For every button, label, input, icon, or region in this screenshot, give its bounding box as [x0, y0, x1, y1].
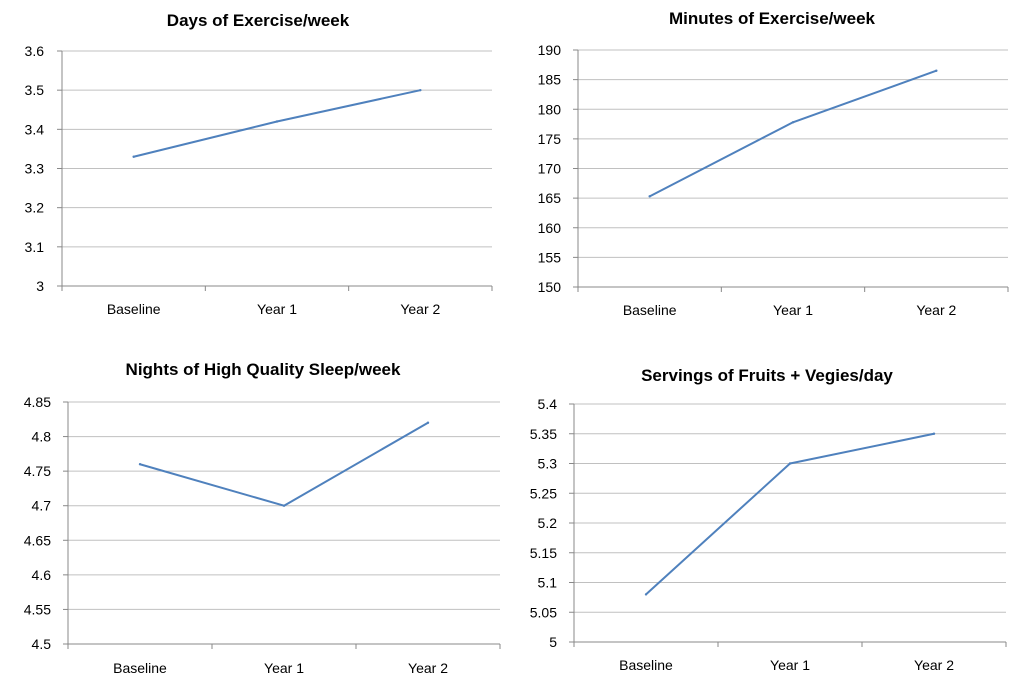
chart-title: Nights of High Quality Sleep/week	[126, 360, 401, 379]
y-tick-label: 4.75	[24, 463, 51, 479]
y-tick-label: 5.25	[530, 485, 557, 501]
y-tick-label: 5.1	[538, 575, 558, 591]
data-point	[932, 432, 936, 435]
y-tick-label: 5.3	[538, 456, 558, 472]
y-tick-label: 5.15	[530, 545, 557, 561]
x-tick-label: Baseline	[113, 660, 167, 676]
y-tick-label: 180	[538, 101, 562, 117]
x-tick-label: Year 2	[916, 302, 956, 318]
y-tick-label: 160	[538, 220, 562, 236]
chart-title: Minutes of Exercise/week	[669, 9, 876, 28]
x-tick-label: Baseline	[107, 301, 161, 317]
y-tick-label: 4.8	[32, 429, 52, 445]
y-tick-label: 5.35	[530, 426, 557, 442]
data-point	[132, 155, 135, 158]
x-tick-label: Year 1	[770, 657, 810, 673]
y-tick-label: 3.3	[25, 161, 45, 177]
chart-title: Servings of Fruits + Vegies/day	[641, 366, 893, 385]
y-tick-label: 3.1	[25, 239, 45, 255]
y-tick-label: 5.2	[538, 515, 558, 531]
series-line	[649, 69, 937, 198]
y-tick-label: 185	[538, 72, 562, 88]
y-tick-label: 3	[36, 278, 44, 294]
chart-title: Days of Exercise/week	[167, 11, 350, 30]
data-point	[935, 69, 938, 72]
y-tick-label: 190	[538, 42, 562, 58]
series-line	[133, 89, 421, 158]
chart-1: Days of Exercise/week 3 3.1 3.2 3.3 3.4 3.5 3.6…	[25, 11, 493, 317]
y-tick-label: 4.65	[24, 532, 51, 548]
x-tick-label: Year 2	[408, 660, 448, 676]
data-point	[419, 88, 422, 92]
data-point	[282, 504, 286, 507]
y-tick-label: 5	[549, 634, 557, 650]
y-tick-label: 3.5	[25, 82, 45, 98]
x-tick-label: Year 1	[773, 302, 813, 318]
y-tick-label: 4.5	[32, 636, 52, 652]
y-tick-label: 4.85	[24, 394, 51, 410]
y-tick-label: 170	[538, 161, 562, 177]
y-tick-label: 155	[538, 249, 562, 265]
y-tick-label: 3.4	[25, 121, 45, 137]
y-tick-label: 165	[538, 190, 562, 206]
data-point	[648, 195, 651, 198]
y-tick-label: 4.6	[32, 567, 52, 583]
y-tick-label: 3.6	[25, 43, 45, 59]
x-tick-label: Baseline	[623, 302, 677, 318]
series-line	[645, 432, 935, 596]
x-tick-label: Year 2	[914, 657, 954, 673]
y-tick-label: 150	[538, 279, 562, 295]
y-tick-label: 175	[538, 131, 562, 147]
chart-4: Servings of Fruits + Vegies/day55.055.15…	[530, 366, 1007, 673]
data-point	[426, 421, 430, 424]
data-point	[791, 121, 795, 124]
y-tick-label: 3.2	[25, 200, 45, 216]
series-line	[139, 421, 429, 507]
y-tick-label: 4.7	[32, 498, 52, 514]
data-point	[275, 120, 279, 123]
y-tick-label: 5.05	[530, 604, 557, 620]
x-tick-label: Year 2	[400, 301, 440, 317]
x-tick-label: Baseline	[619, 657, 673, 673]
chart-3: Nights of High Quality Sleep/week 4.5 4.55…	[24, 360, 501, 676]
data-point	[788, 462, 792, 465]
chart-2: Minutes of Exercise/week 150 155 160 165 170 1…	[538, 9, 1009, 318]
y-tick-label: 4.55	[24, 601, 51, 617]
x-tick-label: Year 1	[257, 301, 297, 317]
x-tick-label: Year 1	[264, 660, 304, 676]
data-point	[138, 463, 142, 466]
data-point	[644, 593, 648, 596]
y-tick-label: 5.4	[538, 396, 558, 412]
